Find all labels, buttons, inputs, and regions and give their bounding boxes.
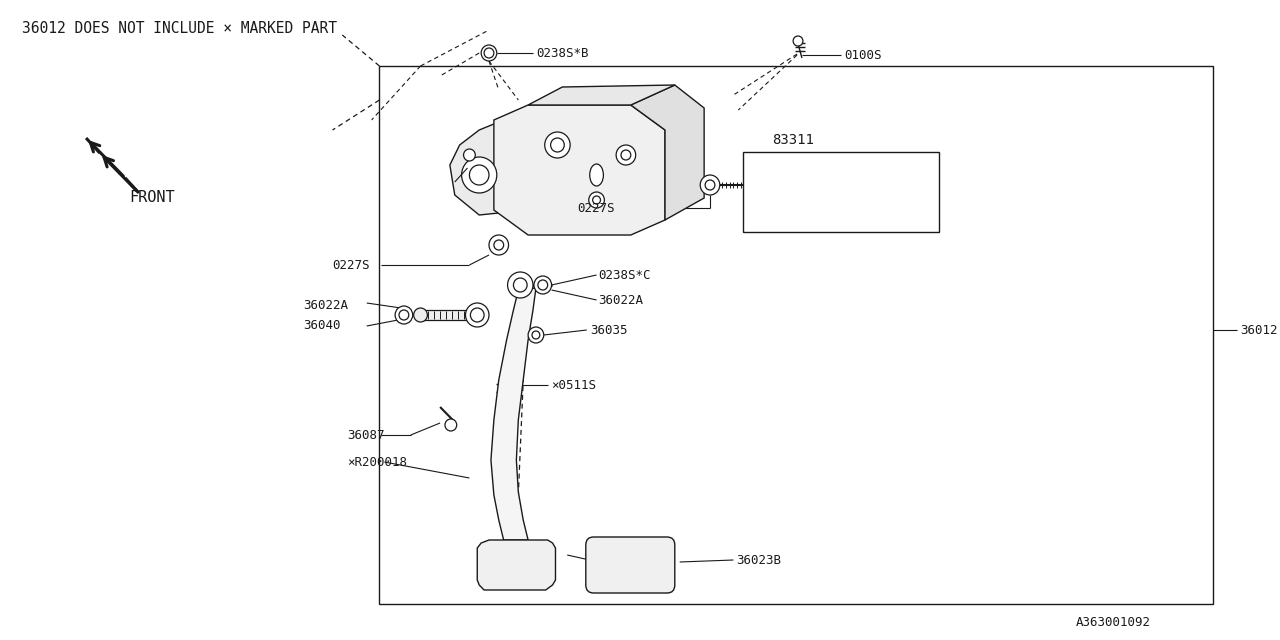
Circle shape	[529, 327, 544, 343]
Polygon shape	[494, 105, 666, 235]
Circle shape	[616, 145, 636, 165]
Circle shape	[621, 150, 631, 160]
Circle shape	[534, 276, 552, 294]
Text: 83311: 83311	[773, 133, 814, 147]
Ellipse shape	[590, 164, 603, 186]
Circle shape	[508, 272, 532, 298]
Circle shape	[396, 306, 412, 324]
Circle shape	[538, 280, 548, 290]
Circle shape	[593, 196, 600, 204]
Circle shape	[470, 165, 489, 185]
Circle shape	[494, 240, 503, 250]
Text: 36022A: 36022A	[303, 298, 348, 312]
Text: 36087: 36087	[347, 429, 385, 442]
Circle shape	[462, 157, 497, 193]
Circle shape	[463, 149, 475, 161]
Circle shape	[705, 180, 716, 190]
Text: 0238S*B: 0238S*B	[536, 47, 589, 60]
Circle shape	[700, 175, 719, 195]
Circle shape	[589, 192, 604, 208]
Text: 0227S: 0227S	[333, 259, 370, 271]
FancyBboxPatch shape	[586, 537, 675, 593]
Text: 0238S*C: 0238S*C	[599, 269, 652, 282]
Text: 0100S: 0100S	[844, 49, 882, 61]
Text: 0227S: 0227S	[577, 202, 614, 214]
Circle shape	[513, 278, 527, 292]
Circle shape	[471, 308, 484, 322]
Polygon shape	[477, 540, 556, 590]
Text: FRONT: FRONT	[129, 189, 174, 205]
Circle shape	[550, 138, 564, 152]
Bar	[421, 310, 475, 320]
Circle shape	[532, 331, 540, 339]
Text: 36012: 36012	[1240, 323, 1277, 337]
Polygon shape	[631, 85, 704, 220]
Circle shape	[484, 48, 494, 58]
Bar	[379, 66, 1212, 604]
Bar	[744, 152, 938, 232]
Circle shape	[481, 45, 497, 61]
Text: ×R200018: ×R200018	[347, 456, 407, 468]
Polygon shape	[492, 288, 536, 540]
Polygon shape	[449, 110, 529, 215]
Text: A363001092: A363001092	[1075, 616, 1151, 628]
Circle shape	[545, 132, 570, 158]
Circle shape	[794, 36, 803, 46]
Circle shape	[399, 310, 408, 320]
Text: 36040: 36040	[303, 319, 340, 332]
Circle shape	[413, 308, 428, 322]
Circle shape	[445, 419, 457, 431]
Text: 36023B: 36023B	[736, 554, 781, 566]
Text: ×0511S: ×0511S	[550, 378, 595, 392]
Text: 36012 DOES NOT INCLUDE × MARKED PART: 36012 DOES NOT INCLUDE × MARKED PART	[22, 20, 337, 35]
Circle shape	[489, 235, 508, 255]
Text: 36022A: 36022A	[599, 294, 644, 307]
Text: 36035: 36035	[590, 323, 627, 337]
Circle shape	[466, 303, 489, 327]
Polygon shape	[529, 85, 675, 105]
